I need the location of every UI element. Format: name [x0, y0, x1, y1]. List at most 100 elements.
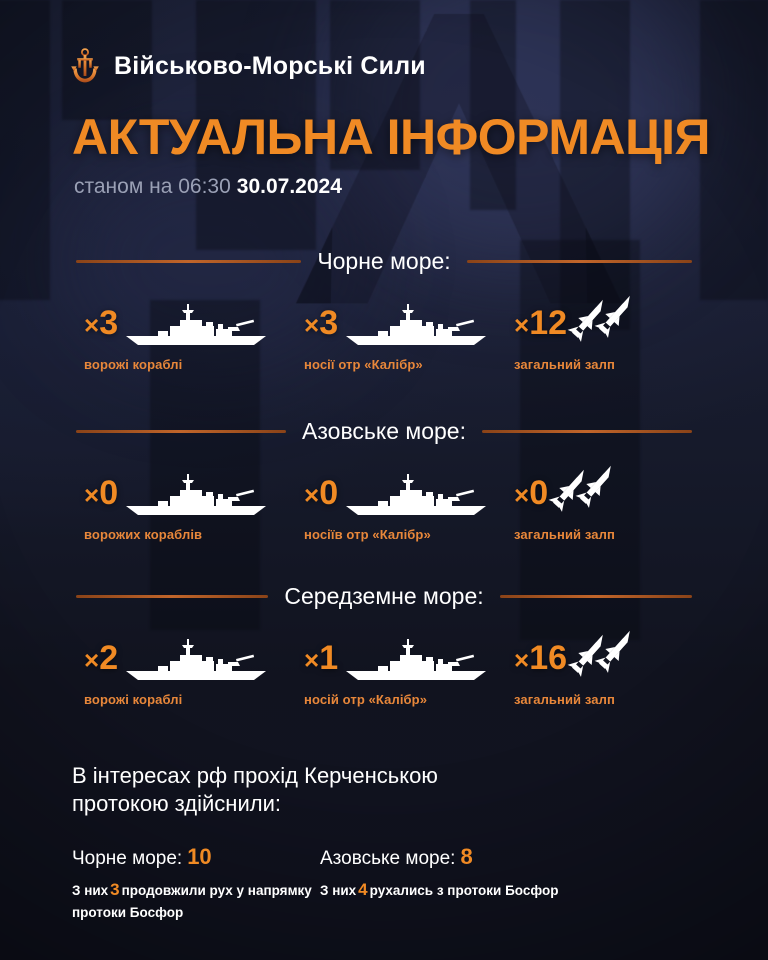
stat-value: 16: [529, 639, 568, 677]
footer-sea-title: Чорне море: 10: [72, 844, 320, 870]
stat-row: ×0: [514, 458, 694, 518]
stat-label: носії отр «Калібр»: [304, 357, 423, 372]
stat-value: 1: [319, 639, 339, 677]
section-title: Середземне море:: [284, 582, 484, 609]
stat-value: 3: [99, 304, 119, 342]
footer-sea-value: 8: [460, 844, 473, 870]
stat-value: 0: [99, 474, 119, 512]
stat-label: загальний залп: [514, 527, 615, 542]
stat-label: ворожі кораблі: [84, 357, 183, 372]
stat-label: ворожі кораблі: [84, 692, 183, 707]
section-heading: Чорне море:: [0, 248, 768, 274]
footer-column-black-sea: Чорне море: 10 З них 3 продовжили рух у нап…: [72, 844, 320, 922]
stat-row: ×0: [84, 458, 304, 518]
stat-row: ×2: [84, 623, 304, 683]
page-title: АКТУАЛЬНА ІНФОРМАЦІЯ: [72, 109, 710, 165]
footer-detail-number: 3: [110, 880, 120, 900]
stat-count: ×0: [514, 476, 548, 518]
stat-card-kalibr-carriers: ×1: [304, 623, 514, 707]
stat-card-total-salvo: ×12: [514, 288, 694, 372]
stat-count: ×0: [304, 476, 338, 518]
multiplier-symbol: ×: [304, 645, 320, 675]
missiles-icon: [567, 290, 635, 348]
footer-columns: Чорне море: 10 З них 3 продовжили рух у нап…: [72, 844, 712, 922]
warship-icon: [342, 637, 490, 683]
stat-label: ворожих кораблів: [84, 527, 203, 542]
stat-card-enemy-ships: ×2: [84, 623, 304, 707]
kerch-strait-summary: В інтересах рф прохід Керченською проток…: [72, 762, 712, 923]
timestamp-prefix: станом на 06:30: [74, 175, 231, 198]
stat-label: загальний залп: [514, 357, 615, 372]
footer-sea-value: 10: [187, 844, 212, 870]
multiplier-symbol: ×: [84, 480, 100, 510]
footer-sea-name: Чорне море:: [72, 848, 183, 870]
multiplier-symbol: ×: [84, 310, 100, 340]
section-black-sea: Чорне море: ×3: [0, 248, 768, 372]
divider-right: [499, 594, 693, 598]
stat-value: 12: [529, 304, 568, 342]
stat-card-total-salvo: ×0: [514, 458, 694, 542]
warship-icon: [122, 302, 270, 348]
footer-detail-number: 4: [358, 880, 368, 900]
stat-label: носіїв отр «Калібр»: [304, 527, 431, 542]
brand-header: Військово-Морські Сили: [70, 48, 426, 84]
stat-count: ×16: [514, 641, 567, 683]
stat-row: ×0: [304, 458, 514, 518]
stat-value: 0: [319, 474, 339, 512]
stat-count: ×3: [84, 306, 118, 348]
section-cards: ×0: [0, 458, 768, 542]
section-cards: ×2: [0, 623, 768, 707]
stat-label: носій отр «Калібр»: [304, 692, 428, 707]
footer-sea-name: Азовське море:: [320, 848, 456, 870]
missiles-icon: [548, 460, 616, 518]
divider-left: [76, 259, 302, 263]
divider-left: [76, 594, 269, 598]
stat-card-kalibr-carriers: ×0: [304, 458, 514, 542]
footer-detail-after: продовжили рух у напрямку протоки Босфор: [72, 883, 312, 920]
stat-count: ×12: [514, 306, 567, 348]
stat-card-total-salvo: ×16: [514, 623, 694, 707]
warship-icon: [342, 302, 490, 348]
stat-count: ×2: [84, 641, 118, 683]
multiplier-symbol: ×: [514, 645, 530, 675]
warship-icon: [122, 637, 270, 683]
timestamp-date: 30.07.2024: [236, 175, 342, 198]
divider-right: [481, 429, 693, 433]
multiplier-symbol: ×: [304, 310, 320, 340]
multiplier-symbol: ×: [514, 310, 530, 340]
footer-detail-after: рухались з протоки Босфор: [369, 883, 559, 899]
footer-sea-title: Азовське море: 8: [320, 844, 650, 870]
section-title: Чорне море:: [317, 247, 451, 274]
footer-heading: В інтересах рф прохід Керченською проток…: [72, 763, 438, 817]
warship-icon: [342, 472, 490, 518]
stat-card-kalibr-carriers: ×3: [304, 288, 514, 372]
stat-row: ×1: [304, 623, 514, 683]
multiplier-symbol: ×: [304, 480, 320, 510]
footer-detail: З них 3 продовжили рух у напрямку протоки …: [72, 878, 320, 922]
section-heading: Середземне море:: [0, 583, 768, 609]
multiplier-symbol: ×: [84, 645, 100, 675]
warship-icon: [122, 472, 270, 518]
multiplier-symbol: ×: [514, 480, 530, 510]
section-heading: Азовське море:: [0, 418, 768, 444]
section-mediterranean-sea: Середземне море: ×2: [0, 583, 768, 707]
timestamp-line: станом на 06:30 30.07.2024: [74, 175, 342, 199]
footer-detail-before: З них: [320, 883, 357, 899]
section-azov-sea: Азовське море: ×0: [0, 418, 768, 542]
stat-row: ×16: [514, 623, 694, 683]
navy-anchor-emblem-icon: [70, 48, 100, 84]
divider-right: [466, 259, 692, 263]
footer-column-azov-sea: Азовське море: 8 З них 4 рухались з протоки…: [320, 844, 650, 922]
section-title: Азовське море:: [302, 417, 466, 444]
stat-label: загальний залп: [514, 692, 615, 707]
stat-value: 2: [99, 639, 119, 677]
stat-row: ×12: [514, 288, 694, 348]
stat-row: ×3: [84, 288, 304, 348]
stat-row: ×3: [304, 288, 514, 348]
stat-card-enemy-ships: ×0: [84, 458, 304, 542]
stat-count: ×1: [304, 641, 338, 683]
missiles-icon: [567, 625, 635, 683]
stat-count: ×3: [304, 306, 338, 348]
